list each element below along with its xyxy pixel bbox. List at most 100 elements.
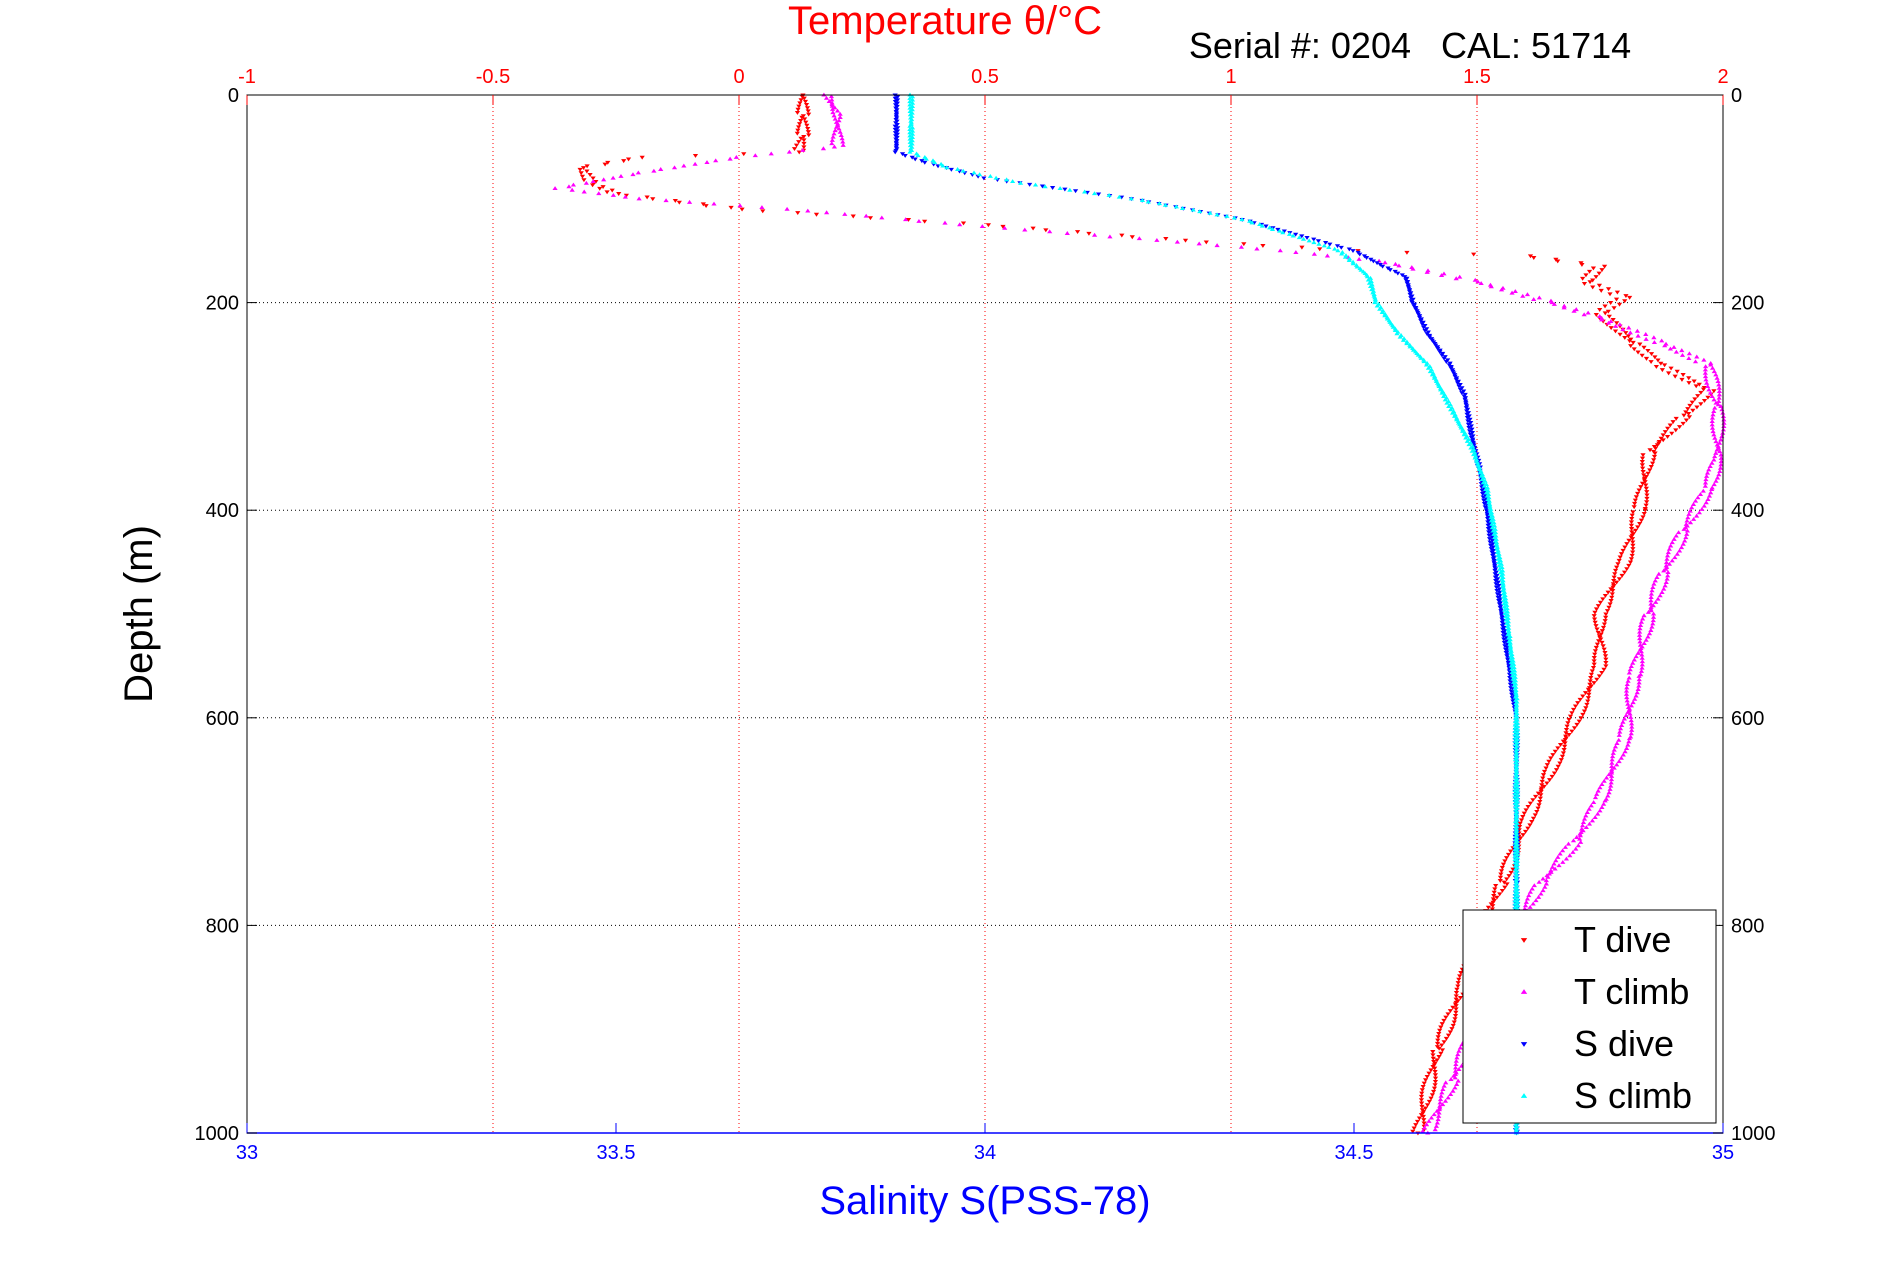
data-point <box>1426 1118 1432 1123</box>
data-point <box>1578 840 1584 844</box>
data-point <box>1619 573 1625 578</box>
data-point <box>801 145 807 150</box>
data-point <box>1595 811 1601 816</box>
legend-marker <box>1520 989 1528 994</box>
data-point <box>1652 578 1658 583</box>
data-point <box>1479 477 1485 482</box>
data-point <box>1453 1065 1459 1070</box>
data-point <box>1662 430 1668 434</box>
data-point <box>960 168 966 173</box>
data-point <box>1296 235 1302 240</box>
data-point <box>1428 1068 1434 1073</box>
data-point <box>1032 182 1039 187</box>
data-point <box>1609 595 1615 600</box>
data-point <box>907 95 913 100</box>
data-point <box>1699 507 1705 511</box>
data-point <box>1411 1126 1417 1131</box>
data-point <box>1443 1015 1449 1020</box>
data-point <box>1249 220 1255 225</box>
data-point <box>1545 874 1551 879</box>
data-point <box>1311 240 1317 245</box>
data-point <box>1651 458 1657 463</box>
data-point <box>630 172 636 177</box>
data-point <box>1448 1077 1454 1081</box>
data-point <box>1363 256 1370 260</box>
data-point <box>1247 218 1253 223</box>
data-point <box>1495 556 1501 561</box>
data-point <box>1593 607 1600 612</box>
data-point <box>579 174 586 179</box>
data-point <box>1501 637 1507 642</box>
data-point <box>942 220 948 225</box>
data-point <box>1520 293 1526 298</box>
data-point <box>1605 320 1612 325</box>
data-point <box>1356 257 1362 261</box>
data-point <box>1454 1082 1460 1087</box>
data-point <box>1067 187 1073 192</box>
data-point <box>907 123 913 128</box>
data-point <box>584 169 590 174</box>
data-point <box>1510 676 1516 681</box>
data-point <box>1394 331 1400 336</box>
data-point <box>1671 536 1677 541</box>
data-point <box>1624 682 1630 687</box>
data-point <box>1617 332 1623 337</box>
data-point <box>1608 777 1615 782</box>
data-point <box>1653 364 1659 369</box>
data-point <box>1522 903 1529 908</box>
data-point <box>1637 626 1643 631</box>
data-point <box>1350 249 1356 254</box>
data-point <box>1644 490 1650 495</box>
data-point <box>1716 440 1723 445</box>
data-point <box>1691 516 1697 521</box>
data-point <box>837 111 843 116</box>
data-point <box>635 170 641 175</box>
data-point <box>1494 895 1500 900</box>
data-point <box>1594 791 1600 796</box>
data-point <box>1419 1091 1425 1096</box>
data-point <box>1512 725 1518 730</box>
data-point <box>1607 292 1613 297</box>
data-point <box>1395 271 1401 276</box>
data-point <box>1638 619 1645 624</box>
data-point <box>1683 535 1689 540</box>
data-point <box>1346 247 1352 252</box>
data-point <box>1460 428 1466 433</box>
data-point <box>1626 675 1632 680</box>
data-point <box>1424 269 1430 274</box>
data-point <box>752 153 758 158</box>
y-axis-title: Depth (m) <box>117 525 161 703</box>
data-point <box>1606 605 1612 610</box>
data-point <box>1419 1104 1425 1109</box>
legend-label: T dive <box>1574 919 1671 960</box>
data-point <box>1496 560 1502 565</box>
serial-annotation: Serial #: 0204 CAL: 51714 <box>1189 25 1631 66</box>
data-point <box>805 126 811 131</box>
data-point <box>1709 365 1716 370</box>
data-point <box>1504 609 1511 614</box>
data-point <box>1521 811 1527 816</box>
data-point <box>1637 342 1643 347</box>
data-point <box>1627 339 1633 344</box>
data-point <box>829 141 835 146</box>
data-point <box>651 168 657 173</box>
data-point <box>1595 788 1601 793</box>
data-point <box>1628 718 1634 723</box>
data-point <box>1425 365 1432 370</box>
data-point <box>912 157 918 162</box>
data-point <box>760 209 766 214</box>
data-point <box>1514 845 1521 850</box>
data-point <box>1616 759 1622 764</box>
data-point <box>836 118 842 123</box>
data-point <box>1501 586 1507 591</box>
data-point <box>1594 677 1600 682</box>
data-point <box>1707 390 1714 395</box>
data-point <box>1241 242 1247 247</box>
data-point <box>1527 823 1533 828</box>
data-point <box>1410 266 1416 271</box>
data-point <box>1614 290 1620 295</box>
data-point <box>1445 1095 1451 1100</box>
data-point <box>1679 348 1685 353</box>
data-point <box>1620 327 1626 332</box>
data-point <box>741 152 747 157</box>
